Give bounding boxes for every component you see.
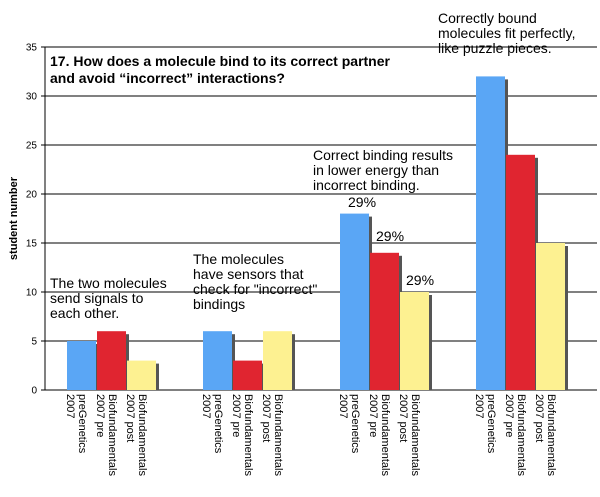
- y-tick-label: 30: [26, 92, 38, 103]
- percent-label: 29%: [406, 272, 434, 288]
- group-annotation: The molecules have sensors that check for …: [193, 251, 317, 312]
- group-annotation: Correct binding results in lower energy t…: [313, 147, 453, 193]
- labels: 17. How does a molecule bind to its corr…: [50, 10, 575, 476]
- category-label: Biofundamentals2007 pre: [94, 394, 118, 476]
- bar: [506, 154, 535, 390]
- category-label: preGenetics2007: [337, 394, 361, 454]
- y-tick-label: 20: [26, 190, 38, 201]
- chart-title: 17. How does a molecule bind to its corr…: [50, 53, 391, 86]
- percent-label: 29%: [376, 228, 404, 244]
- category-label: Biofundamentals2007 post: [533, 394, 557, 476]
- y-tick-label: 5: [31, 337, 37, 348]
- group-annotation: Correctly bound molecules fit perfectly, l…: [438, 10, 575, 56]
- category-label: Biofundamentals2007 post: [260, 394, 284, 476]
- category-label: Biofundamentals2007 pre: [503, 394, 527, 476]
- category-label: preGenetics2007: [200, 394, 224, 454]
- bar: [127, 360, 156, 390]
- bar-shadow: [565, 246, 568, 390]
- y-tick-label: 35: [26, 43, 38, 54]
- category-label: Biofundamentals2007 post: [124, 394, 148, 476]
- group-annotation: The two molecules send signals to each oth…: [50, 275, 167, 321]
- bar: [370, 252, 399, 390]
- bar: [340, 213, 369, 390]
- bar: [203, 331, 232, 390]
- bar-shadow: [429, 295, 432, 390]
- bar: [400, 292, 429, 390]
- bars: [67, 76, 568, 391]
- bar: [536, 243, 565, 390]
- bar: [263, 331, 292, 390]
- bar: [67, 341, 96, 390]
- bar-shadow: [292, 334, 295, 390]
- category-label: Biofundamentals2007 pre: [230, 394, 254, 476]
- bar: [97, 331, 126, 390]
- bar: [476, 76, 505, 391]
- y-tick-label: 25: [26, 141, 38, 152]
- y-tick-label: 15: [26, 239, 38, 250]
- percent-label: 29%: [348, 194, 376, 210]
- category-label: preGenetics2007: [473, 394, 497, 454]
- y-axis: 0 5 10 15 20 25 30 35 student number: [8, 43, 46, 397]
- category-label: Biofundamentals2007 pre: [367, 394, 391, 476]
- category-label: preGenetics2007: [64, 394, 88, 454]
- y-tick-label: 0: [31, 386, 37, 397]
- y-axis-label: student number: [8, 176, 20, 260]
- category-label: Biofundamentals2007 post: [397, 394, 421, 476]
- grid-lines: [45, 46, 597, 391]
- y-tick-label: 10: [26, 288, 38, 299]
- bar-shadow: [156, 363, 159, 390]
- bar: [233, 360, 262, 390]
